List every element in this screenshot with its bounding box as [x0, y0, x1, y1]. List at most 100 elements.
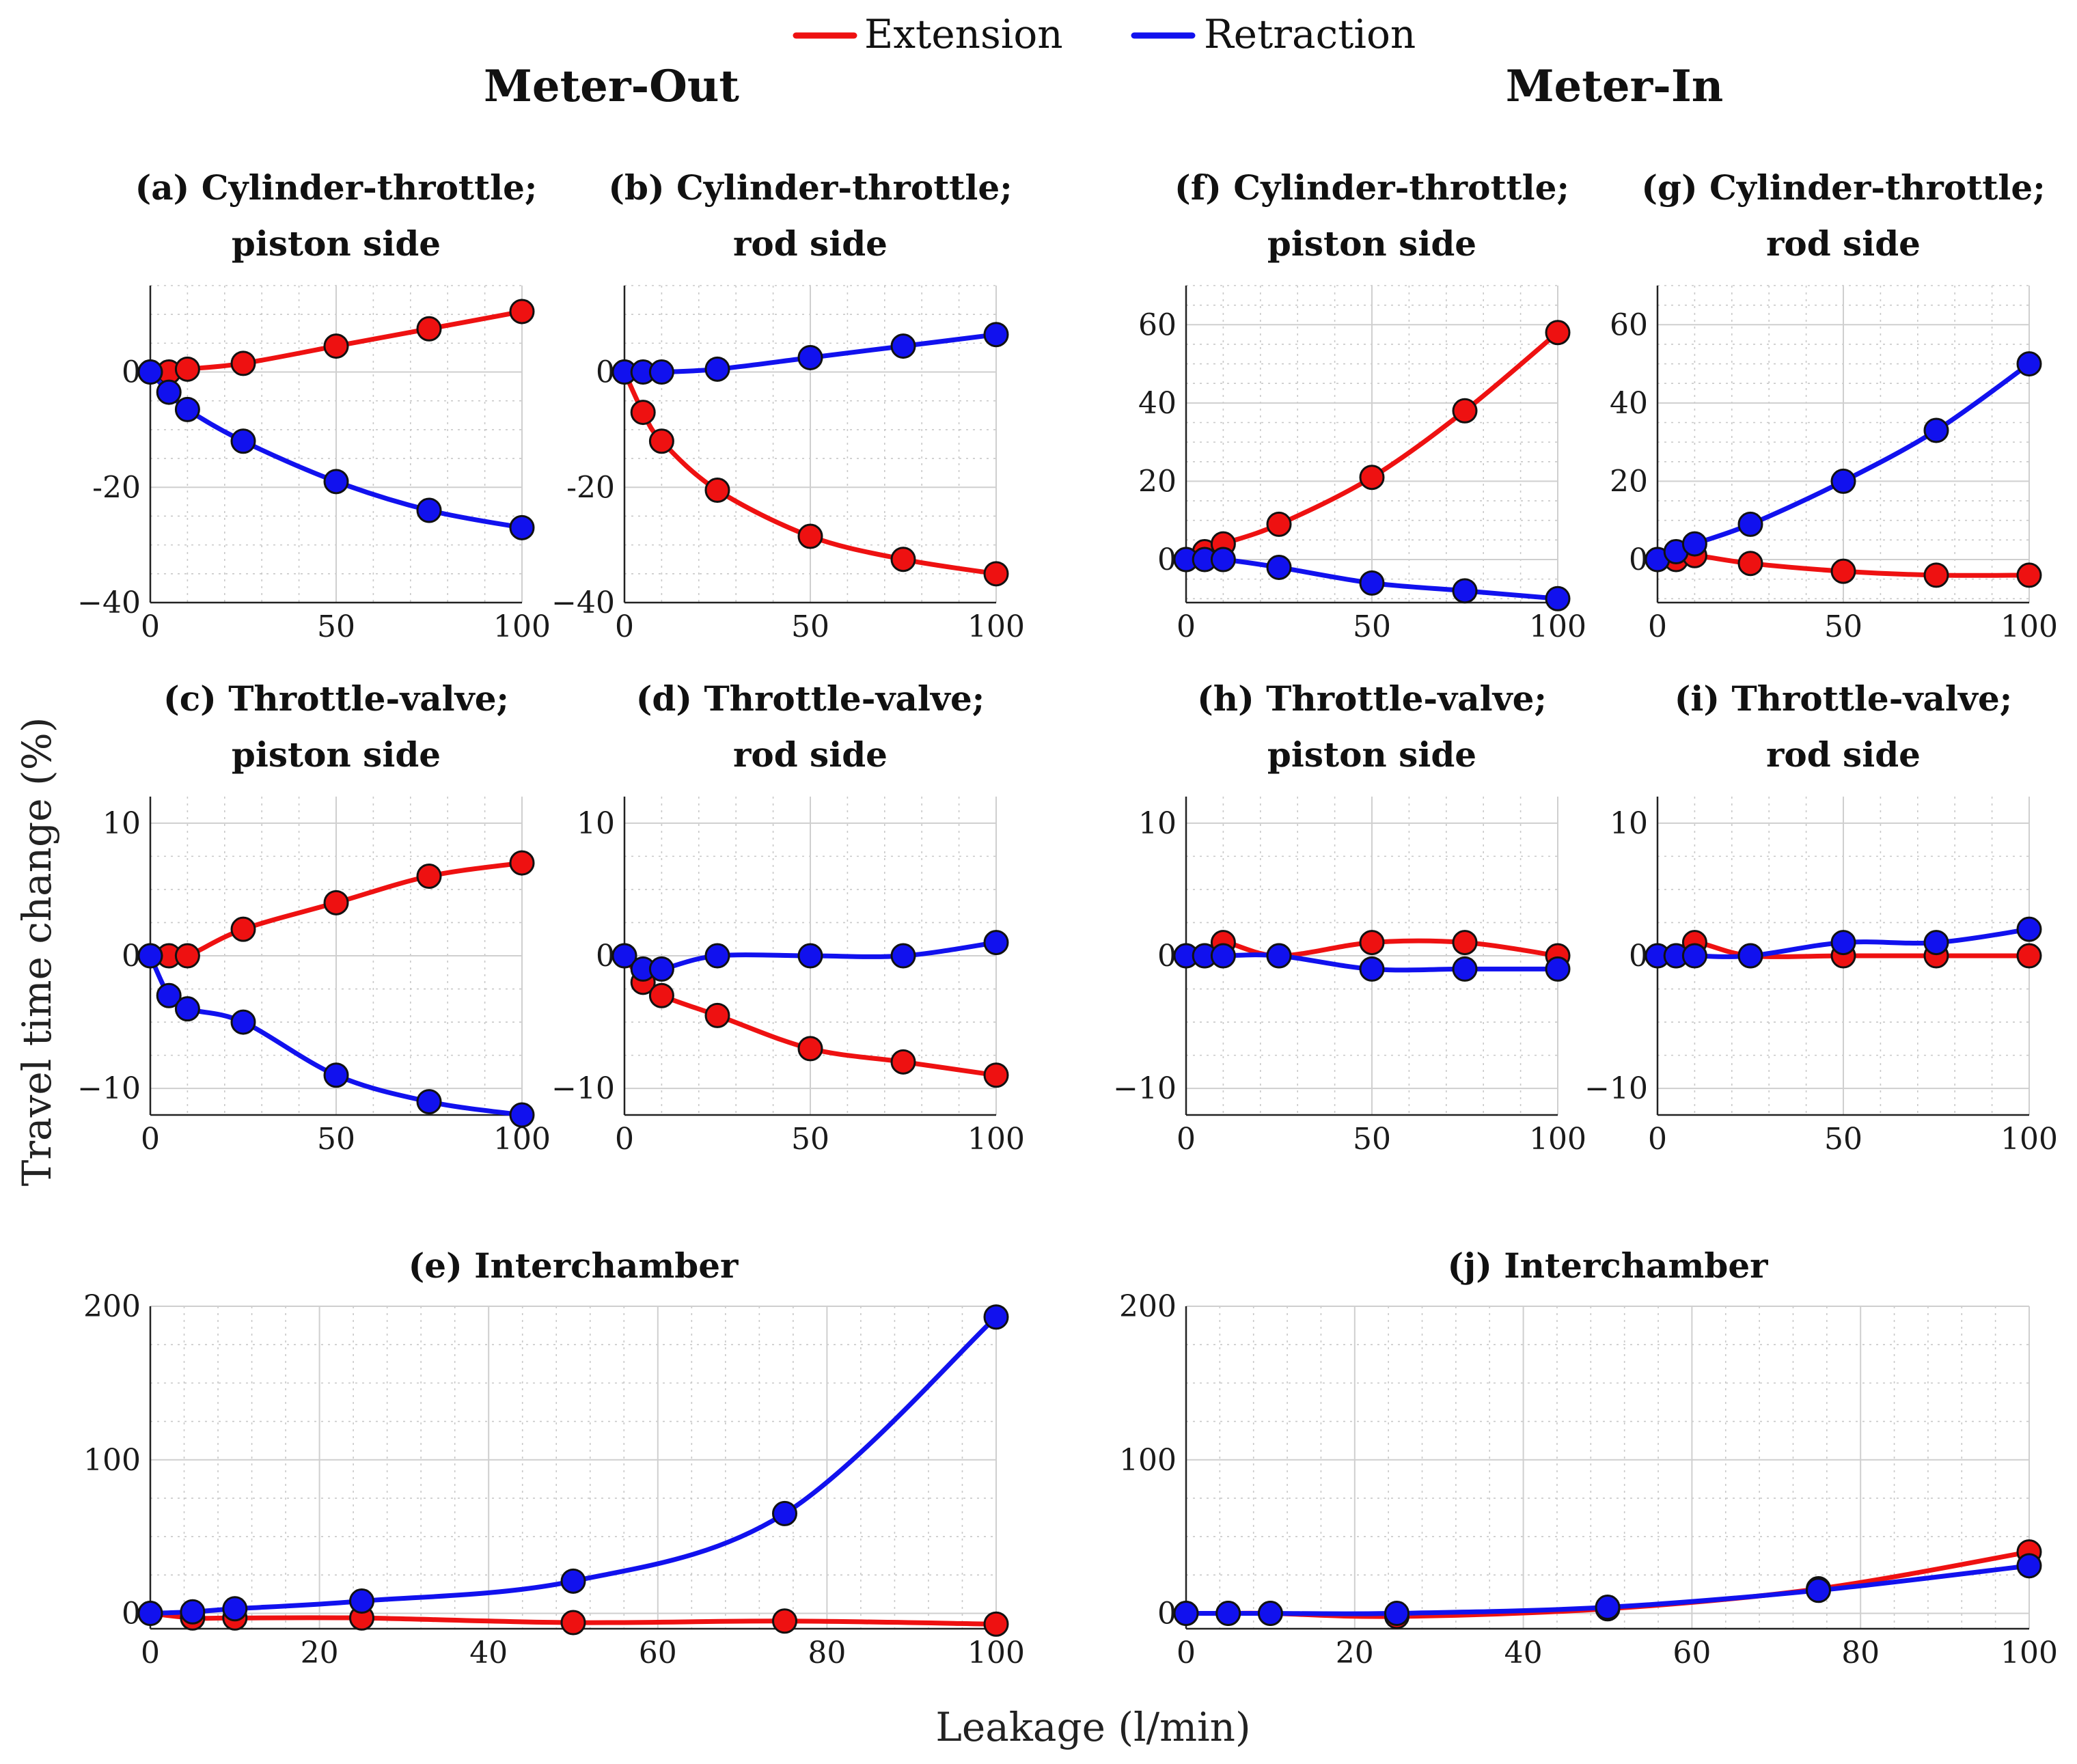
y-axis-label: Travel time change (%) [14, 717, 60, 1187]
panel-j-xtick-label: 80 [1841, 1636, 1880, 1670]
data-point-retraction [1681, 531, 1707, 557]
data-point-extension [174, 943, 200, 969]
panel-e-xtick-label: 80 [808, 1636, 846, 1670]
panel-f-series-retraction [1173, 547, 1571, 611]
data-point-retraction [180, 1599, 206, 1625]
panel-b-grid [624, 285, 997, 603]
data-point-extension [1737, 551, 1763, 577]
panel-f-xtick-label: 50 [1353, 609, 1391, 644]
panel-f-grid [1186, 285, 1558, 603]
panel-i-title-1: (i) Throttle-valve; [1675, 678, 2012, 719]
data-point-extension [890, 547, 916, 573]
data-point-extension [323, 333, 349, 359]
panel-d-title-1: (d) Throttle-valve; [636, 678, 985, 719]
data-point-retraction [2016, 916, 2042, 942]
data-point-retraction [1384, 1601, 1409, 1627]
panel-h-ytick-label: 0 [1157, 939, 1177, 974]
data-point-retraction [1359, 570, 1385, 596]
data-point-retraction [890, 333, 916, 359]
panel-e-xtick-label: 0 [141, 1636, 160, 1670]
panel-b-title-2: rod side [733, 223, 888, 264]
panel-i-ytick-label: −10 [1584, 1071, 1648, 1106]
data-point-retraction [1215, 1601, 1241, 1627]
panel-i-xtick-label: 100 [2000, 1122, 2058, 1157]
panel-g-title-1: (g) Cylinder-throttle; [1641, 167, 2045, 208]
panel-j-ytick-label: 200 [1119, 1289, 1177, 1324]
panel-h-ytick-label: 10 [1138, 806, 1177, 841]
panel-e-xtick-label: 60 [639, 1636, 677, 1670]
panel-b-ytick-label: −40 [551, 585, 615, 620]
panel-j-xtick-label: 0 [1177, 1636, 1196, 1670]
data-point-retraction [2016, 351, 2042, 377]
panel-e-grid [150, 1306, 997, 1629]
panel-g-grid [1658, 285, 2030, 603]
data-point-retraction [611, 943, 637, 969]
data-point-retraction [1830, 930, 1856, 956]
data-point-retraction [137, 943, 163, 969]
data-point-retraction [156, 982, 182, 1008]
panel-j-series-retraction [1173, 1553, 2042, 1627]
data-point-retraction [1595, 1595, 1621, 1621]
panel-a-xtick-label: 100 [493, 609, 551, 644]
panel-i-xtick-label: 0 [1648, 1122, 1667, 1157]
panel-f-ytick-label: 20 [1138, 464, 1177, 499]
panel-e-series-retraction [137, 1304, 1009, 1627]
data-point-retraction [772, 1500, 797, 1526]
data-point-retraction [1210, 943, 1236, 969]
panel-h-series-retraction [1173, 943, 1571, 982]
column-title-left: Meter-Out [484, 61, 739, 112]
data-point-retraction [1266, 943, 1292, 969]
panel-j: (j) Interchamber 0 20 40 60 80 100 0 100 200 [1119, 1245, 2058, 1670]
panel-g-xtick-label: 50 [1824, 609, 1862, 644]
panel-f-xtick-label: 0 [1177, 609, 1196, 644]
data-point-extension [797, 1036, 823, 1062]
panel-d-ytick-label: −10 [551, 1071, 615, 1106]
panel-j-xtick-label: 40 [1504, 1636, 1543, 1670]
data-point-retraction [1359, 956, 1385, 982]
data-point-retraction [890, 943, 916, 969]
panel-f-xtick-label: 100 [1529, 609, 1586, 644]
data-point-retraction [509, 1102, 535, 1128]
panel-b-ytick-label: -20 [566, 470, 615, 505]
data-point-extension [230, 350, 256, 376]
data-point-extension [416, 864, 442, 889]
data-point-retraction [2016, 1553, 2042, 1579]
data-point-extension [772, 1608, 797, 1634]
data-point-extension [648, 428, 674, 454]
panel-e-ytick-label: 100 [83, 1443, 141, 1478]
panel-b-ytick-label: 0 [596, 355, 615, 390]
panel-d-xtick-label: 100 [967, 1122, 1025, 1157]
data-point-retraction [416, 1089, 442, 1115]
panel-h-title-2: piston side [1267, 734, 1476, 775]
data-point-retraction [222, 1596, 248, 1622]
panel-g-title-2: rod side [1766, 223, 1921, 264]
data-point-extension [797, 523, 823, 549]
panel-h-xtick-label: 50 [1353, 1122, 1391, 1157]
data-point-retraction [137, 1601, 163, 1627]
panel-c-ytick-label: −10 [77, 1071, 141, 1106]
data-point-retraction [983, 1304, 1009, 1330]
data-point-retraction [704, 356, 730, 382]
data-point-retraction [323, 1062, 349, 1088]
column-title-right: Meter-In [1506, 61, 1724, 112]
data-point-retraction [560, 1568, 586, 1594]
panel-d-xtick-label: 50 [791, 1122, 829, 1157]
panel-b-title-1: (b) Cylinder-throttle; [608, 167, 1012, 208]
data-point-retraction [1545, 585, 1571, 611]
panel-b-series-retraction [611, 322, 1009, 385]
data-point-extension [890, 1049, 916, 1075]
data-point-retraction [349, 1588, 374, 1614]
data-point-retraction [1681, 943, 1707, 969]
panel-h-xtick-label: 0 [1177, 1122, 1196, 1157]
panel-i-ytick-label: 10 [1610, 806, 1648, 841]
data-point-extension [704, 1002, 730, 1028]
data-point-retraction [323, 469, 349, 495]
data-point-retraction [1257, 1601, 1283, 1627]
data-point-retraction [1830, 468, 1856, 494]
data-point-retraction [1452, 956, 1478, 982]
data-point-retraction [230, 428, 256, 454]
panel-d-ytick-label: 0 [596, 939, 615, 974]
